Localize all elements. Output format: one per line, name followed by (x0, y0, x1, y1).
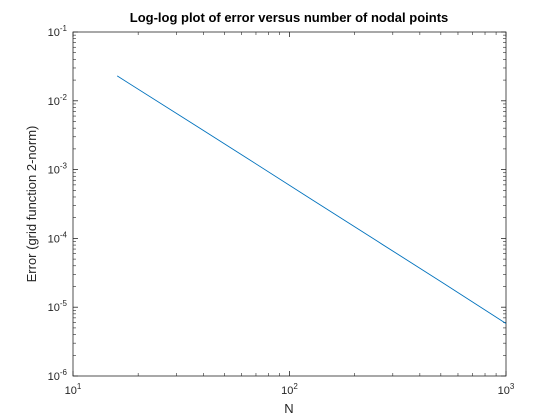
y-tick-label: 10-3 (48, 162, 68, 177)
y-tick-label: 10-2 (48, 93, 68, 108)
y-axis-label: Error (grid function 2-norm) (24, 126, 39, 283)
chart-title: Log-log plot of error versus number of n… (130, 10, 449, 25)
plot-area (72, 31, 507, 377)
x-tick-label: 103 (498, 382, 515, 397)
y-tick-label: 10-1 (48, 24, 68, 39)
x-tick-label: 101 (65, 382, 82, 397)
series-layer (116, 75, 507, 324)
error-series-line (116, 75, 507, 324)
x-tick-label: 102 (281, 382, 298, 397)
x-axis-label: N (284, 401, 293, 416)
axis-ticks: 101 102 103 10-1 10-2 10-3 10-4 10-5 10-6 (48, 24, 515, 397)
y-tick-label: 10-5 (48, 299, 68, 314)
y-tick-label: 10-6 (48, 368, 68, 383)
y-tick-label: 10-4 (48, 230, 68, 245)
